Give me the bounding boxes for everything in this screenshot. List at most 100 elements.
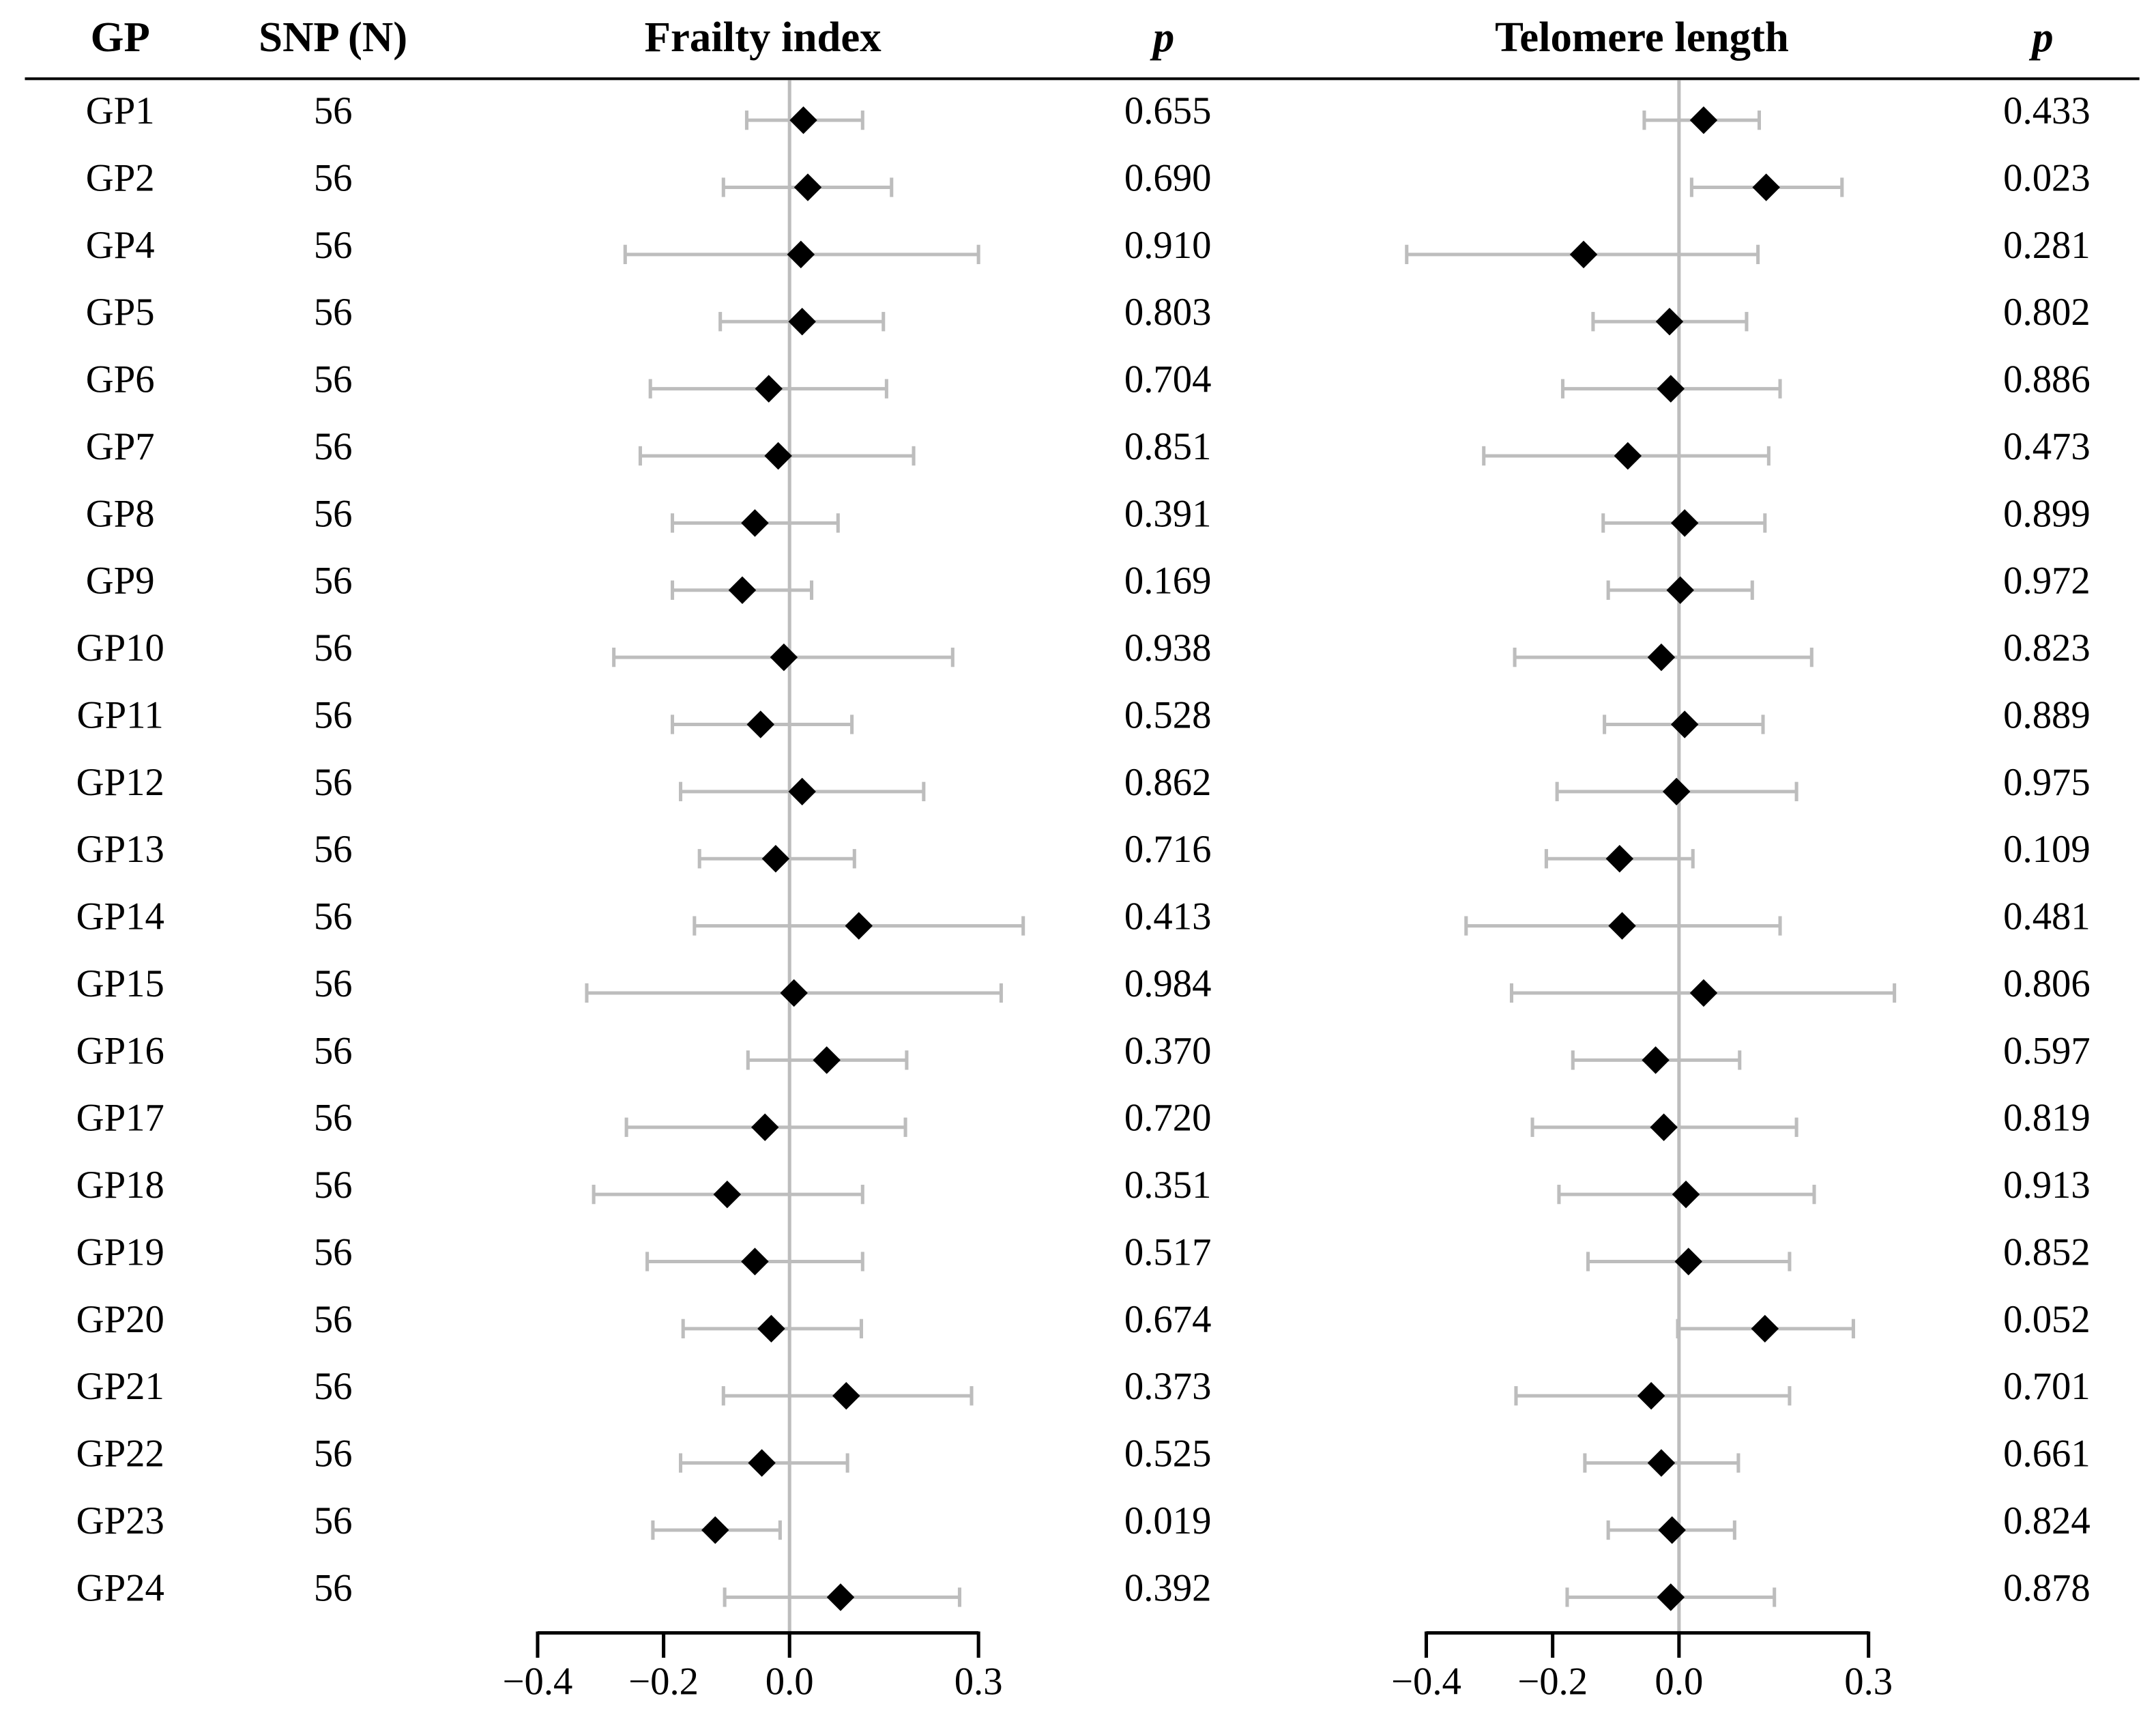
estimate-diamond	[787, 240, 815, 269]
p-value: 0.972	[2003, 560, 2091, 603]
p-value: 0.413	[1124, 895, 1212, 938]
x-tick-label: −0.4	[1391, 1660, 1461, 1703]
snp-count: 56	[314, 1499, 353, 1542]
estimate-diamond	[832, 1382, 860, 1410]
p-value: 0.052	[2003, 1298, 2091, 1341]
x-tick-label: −0.2	[1517, 1660, 1588, 1703]
p-value: 0.716	[1124, 828, 1212, 871]
estimate-diamond	[1647, 1449, 1676, 1477]
snp-count: 56	[314, 1097, 353, 1140]
snp-count: 56	[314, 1566, 353, 1609]
p-value: 0.910	[1124, 224, 1212, 267]
snp-count: 56	[314, 1164, 353, 1207]
gp-label: GP14	[76, 895, 164, 938]
x-tick-label: 0.3	[1844, 1660, 1893, 1703]
gp-label: GP17	[76, 1097, 164, 1140]
estimate-diamond	[741, 509, 769, 537]
estimate-diamond	[713, 1180, 742, 1209]
estimate-diamond	[1614, 442, 1642, 470]
p-value: 0.851	[1124, 425, 1212, 468]
snp-count: 56	[314, 761, 353, 804]
estimate-diamond	[748, 1449, 776, 1477]
p-value: 0.481	[2003, 895, 2091, 938]
estimate-diamond	[1655, 307, 1684, 336]
gp-label: GP11	[77, 693, 164, 736]
p-value: 0.802	[2003, 291, 2091, 334]
p-value: 0.690	[1124, 156, 1212, 199]
x-tick-label: −0.4	[503, 1660, 573, 1703]
p-value: 0.661	[2003, 1433, 2091, 1476]
estimate-diamond	[1637, 1382, 1665, 1410]
gp-header: GP	[91, 13, 150, 61]
estimate-diamond	[1662, 777, 1691, 806]
p-value: 0.878	[2003, 1566, 2091, 1609]
estimate-diamond	[1689, 106, 1718, 134]
p-value: 0.806	[2003, 962, 2091, 1005]
p-value: 0.824	[2003, 1499, 2091, 1542]
p-value: 0.886	[2003, 358, 2091, 401]
x-tick-label: −0.2	[628, 1660, 699, 1703]
snp-count: 56	[314, 828, 353, 871]
p-value: 0.823	[2003, 627, 2091, 670]
snp-count: 56	[314, 358, 353, 401]
p-value: 0.023	[2003, 156, 2091, 199]
estimate-diamond	[1658, 1516, 1686, 1544]
p-value: 0.597	[2003, 1029, 2091, 1072]
gp-label: GP24	[76, 1566, 164, 1609]
p-value: 0.473	[2003, 425, 2091, 468]
snp-count: 56	[314, 962, 353, 1005]
p-value: 0.525	[1124, 1433, 1212, 1476]
gp-label: GP22	[76, 1433, 164, 1476]
snp-count: 56	[314, 89, 353, 132]
snp-count: 56	[314, 1230, 353, 1273]
p-value: 0.391	[1124, 492, 1212, 535]
gp-label: GP4	[86, 224, 155, 267]
p-value: 0.019	[1124, 1499, 1212, 1542]
p-value: 0.720	[1124, 1097, 1212, 1140]
gp-label: GP16	[76, 1029, 164, 1072]
p-value: 0.899	[2003, 492, 2091, 535]
gp-label: GP7	[86, 425, 155, 468]
p-value: 0.819	[2003, 1097, 2091, 1140]
gp-label: GP2	[86, 156, 155, 199]
panel-title: Frailty index	[645, 13, 882, 61]
p-value: 0.109	[2003, 828, 2091, 871]
p-value: 0.373	[1124, 1365, 1212, 1408]
gp-label: GP15	[76, 962, 164, 1005]
estimate-diamond	[757, 1314, 785, 1343]
gp-label: GP20	[76, 1298, 164, 1341]
panel-title: Telomere length	[1495, 13, 1789, 61]
p-value: 0.517	[1124, 1230, 1212, 1273]
snp-count: 56	[314, 627, 353, 670]
estimate-diamond	[761, 844, 790, 873]
p-value: 0.938	[1124, 627, 1212, 670]
p-value: 0.862	[1124, 761, 1212, 804]
p-value: 0.803	[1124, 291, 1212, 334]
p-value: 0.655	[1124, 89, 1212, 132]
gp-label: GP6	[86, 358, 155, 401]
estimate-diamond	[1666, 576, 1694, 604]
gp-label: GP8	[86, 492, 155, 535]
estimate-diamond	[780, 979, 808, 1007]
p-value: 0.351	[1124, 1164, 1212, 1207]
gp-label: GP13	[76, 828, 164, 871]
estimate-diamond	[755, 375, 783, 403]
estimate-diamond	[1650, 1113, 1678, 1141]
p-value: 0.984	[1124, 962, 1212, 1005]
snp-count: 56	[314, 560, 353, 603]
estimate-diamond	[1569, 240, 1598, 269]
snp-count: 56	[314, 895, 353, 938]
x-tick-label: 0.3	[955, 1660, 1003, 1703]
snp-count: 56	[314, 1029, 353, 1072]
snp-header: SNP (N)	[259, 13, 407, 61]
p-value: 0.852	[2003, 1230, 2091, 1273]
p-value: 0.169	[1124, 560, 1212, 603]
p-value: 0.281	[2003, 224, 2091, 267]
snp-count: 56	[314, 693, 353, 736]
p-value: 0.674	[1124, 1298, 1212, 1341]
gp-label: GP18	[76, 1164, 164, 1207]
snp-count: 56	[314, 156, 353, 199]
